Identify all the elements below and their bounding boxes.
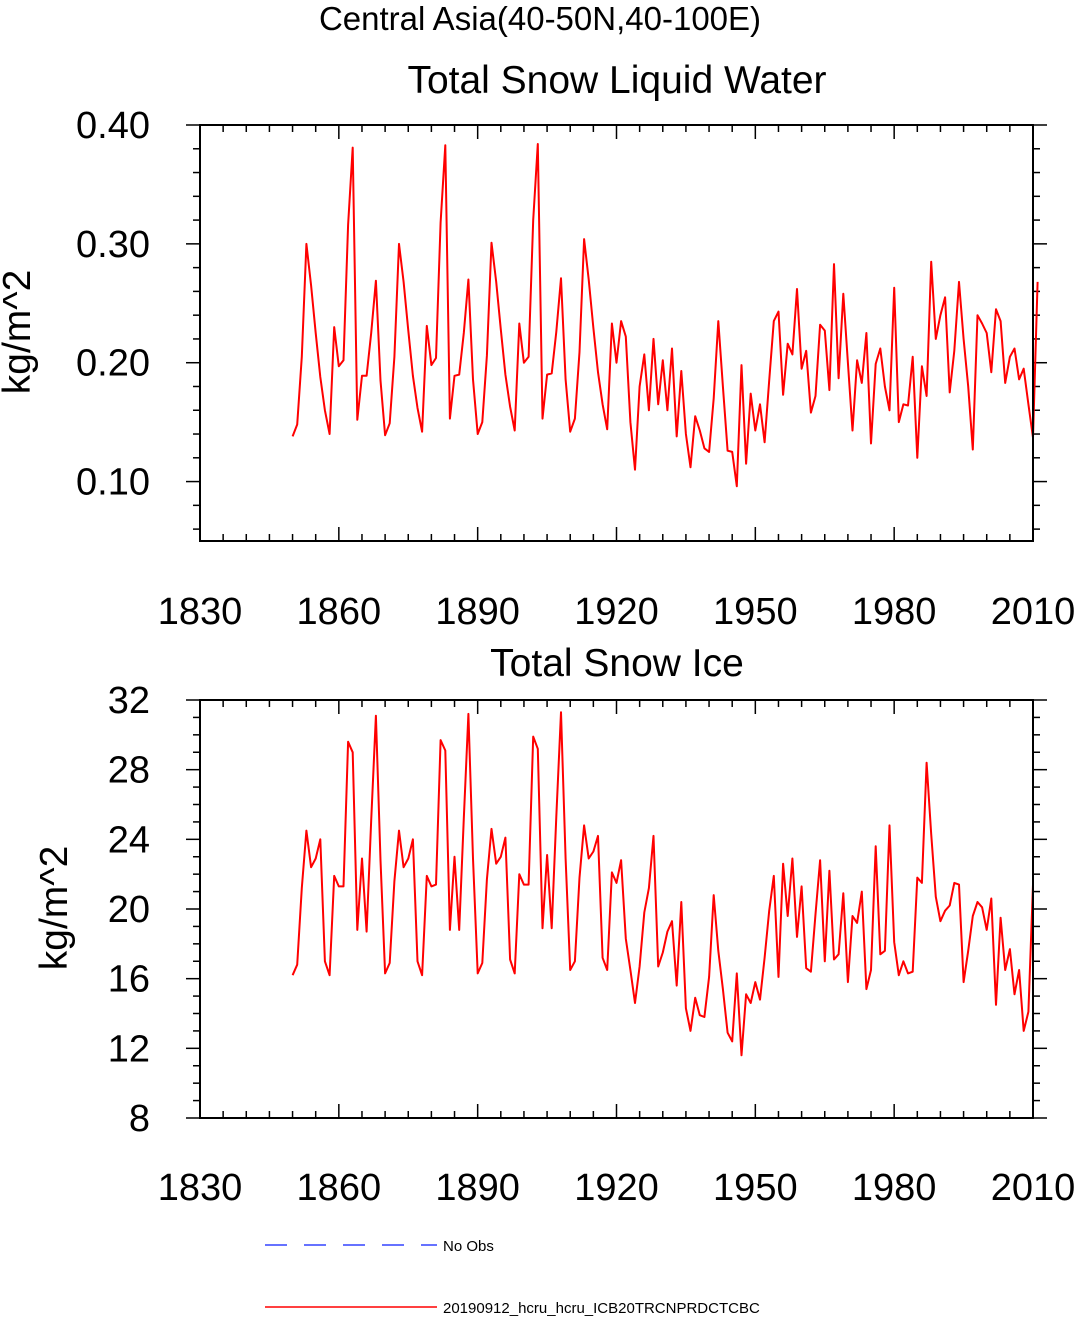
x-tick-label: 1890 [435,591,520,633]
legend: No Obs 20190912_hcru_hcru_ICB20TRCNPRDCT… [265,1238,760,1317]
series-lines [291,143,1039,488]
x-tick-label: 1980 [852,591,937,633]
y-tick-label: 0.40 [76,105,150,147]
x-tick-label: 1830 [158,591,243,633]
x-tick-label: 1860 [297,1167,382,1209]
y-tick-label: 32 [108,680,150,722]
y-tick-label: 8 [129,1098,150,1140]
legend-entry-no-obs: No Obs [265,1238,494,1255]
y-tick-label: 20 [108,889,150,931]
y-tick-label: 24 [108,819,150,861]
figure-title: Central Asia(40-50N,40-100E) [319,0,761,37]
tick-labels: 1830 1860 1890 1920 1950 1980 2010 8 12 16 20 24 28 3… [108,680,1076,1209]
panel-snow-ice: Total Snow Ice kg/m^2 1830 1860 1890 1920 19… [33,642,1075,1209]
x-tick-label: 1950 [713,591,798,633]
chart-title: Total Snow Ice [490,642,744,685]
x-tick-label: 1860 [297,591,382,633]
y-axis-label: kg/m^2 [0,270,39,395]
series-line-0 [291,143,1039,488]
axis-ticks [186,124,1047,541]
x-tick-label: 2010 [991,591,1076,633]
x-tick-label: 2010 [991,1167,1076,1209]
series-lines [291,711,1034,1057]
legend-entry-model-run: 20190912_hcru_hcru_ICB20TRCNPRDCTCBC [265,1300,760,1317]
legend-label: No Obs [443,1238,494,1255]
panel-snow-liquid-water: Total Snow Liquid Water kg/m^2 1830 1860 1… [0,59,1075,633]
x-tick-label: 1920 [574,591,659,633]
series-line-0 [291,711,1034,1057]
legend-label: 20190912_hcru_hcru_ICB20TRCNPRDCTCBC [443,1300,760,1317]
y-tick-label: 28 [108,750,150,792]
y-tick-label: 16 [108,959,150,1001]
axis-ticks [186,699,1047,1119]
x-tick-label: 1830 [158,1167,243,1209]
y-tick-label: 0.10 [76,462,150,504]
y-tick-label: 0.30 [76,224,150,266]
tick-labels: 1830 1860 1890 1920 1950 1980 2010 0.10 0.20 0.30… [76,105,1075,633]
x-tick-label: 1920 [574,1167,659,1209]
x-tick-label: 1890 [435,1167,520,1209]
y-axis-label: kg/m^2 [33,846,76,971]
plot-frame [199,124,1034,542]
chart-title: Total Snow Liquid Water [407,59,826,102]
y-tick-label: 12 [108,1028,150,1070]
x-tick-label: 1950 [713,1167,798,1209]
x-tick-label: 1980 [852,1167,937,1209]
plot-frame [199,699,1034,1119]
y-tick-label: 0.20 [76,343,150,385]
